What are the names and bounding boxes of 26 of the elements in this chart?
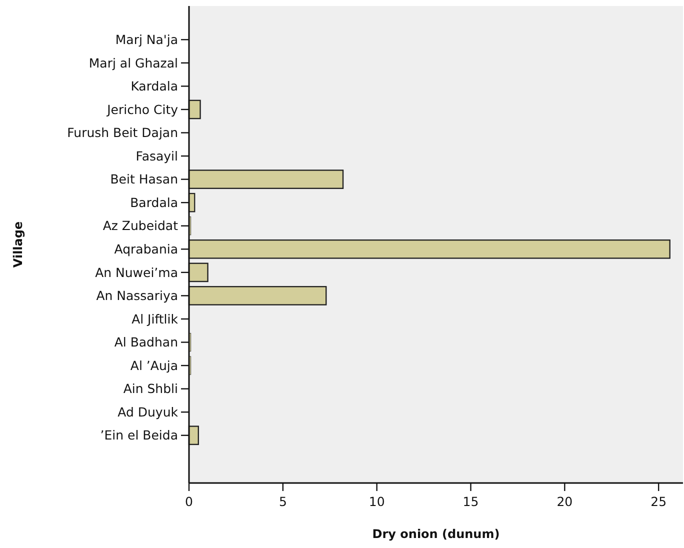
x-tick-label: 10 (368, 494, 385, 509)
x-axis-title: Dry onion (dunum) (372, 527, 500, 541)
y-tick-label: Marj Na'ja (115, 32, 178, 48)
x-tick-label: 25 (650, 494, 667, 509)
x-tick-label: 15 (462, 494, 479, 509)
y-tick-label: Al ’Auja (130, 358, 178, 373)
y-tick-label: Fasayil (136, 148, 178, 164)
y-tick-label: Jericho City (106, 102, 179, 117)
y-tick-label: Az Zubeidat (102, 218, 178, 234)
y-tick-label: Ain Shbli (123, 381, 178, 396)
x-tick-label: 0 (185, 494, 194, 509)
y-tick-label: An Nuwei’ma (95, 264, 178, 280)
x-tick-label: 20 (556, 494, 573, 509)
y-tick-label: ’Ein el Beida (100, 428, 178, 443)
y-tick-label: Ad Duyuk (118, 404, 179, 420)
y-tick-label: Al Badhan (114, 334, 178, 350)
y-tick-label: Aqrabania (114, 242, 178, 257)
y-tick-label: Beit Hasan (110, 172, 178, 187)
y-tick-label: Kardala (130, 78, 178, 94)
y-tick-label: Furush Beit Dajan (67, 125, 178, 140)
y-axis-title: Village (11, 221, 25, 268)
y-tick-label: Marj al Ghazal (88, 55, 178, 70)
y-tick-label: Bardala (130, 194, 178, 210)
y-tick-label: Al Jiftlik (132, 311, 179, 326)
x-tick-label: 5 (278, 494, 287, 509)
y-tick-label: An Nassariya (96, 288, 178, 304)
